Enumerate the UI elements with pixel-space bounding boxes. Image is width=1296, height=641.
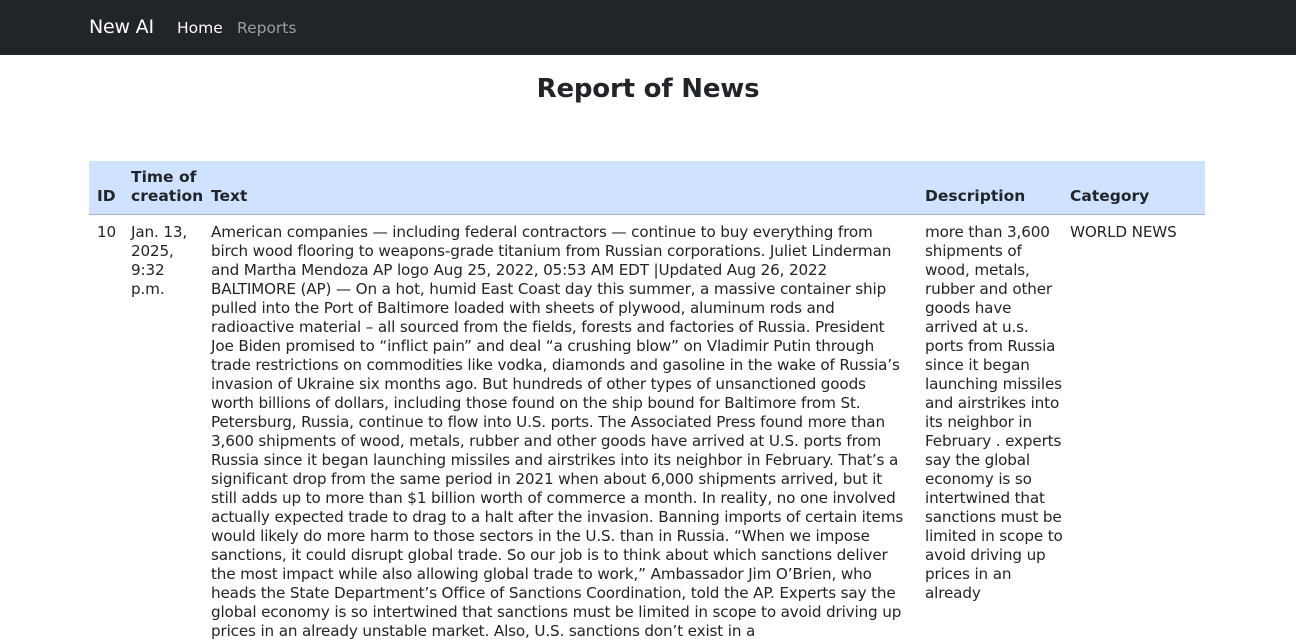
column-header-time-of-creation: Time of creation <box>131 168 204 205</box>
top-navbar: New AI Home Reports <box>0 0 1296 55</box>
cell-category: WORLD NEWS <box>1070 223 1177 241</box>
column-header-id: ID <box>97 187 116 205</box>
column-header-category: Category <box>1070 187 1150 205</box>
column-header-text: Text <box>211 187 248 205</box>
nav-link-reports[interactable]: Reports <box>237 19 297 37</box>
cell-id: 10 <box>97 223 117 241</box>
table-header-row: ID Time of creation Text Description Cat… <box>89 161 1205 215</box>
cell-text: American companies — including federal c… <box>211 223 904 640</box>
brand-logo-link[interactable]: New AI <box>89 16 154 38</box>
page-title: Report of News <box>536 74 760 104</box>
cell-description: more than 3,600 shipments of wood, metal… <box>925 223 1063 602</box>
nav-link-home[interactable]: Home <box>177 19 223 37</box>
cell-time-of-creation: Jan. 13, 2025, 9:32 p.m. <box>131 223 188 298</box>
column-header-description: Description <box>925 187 1026 205</box>
